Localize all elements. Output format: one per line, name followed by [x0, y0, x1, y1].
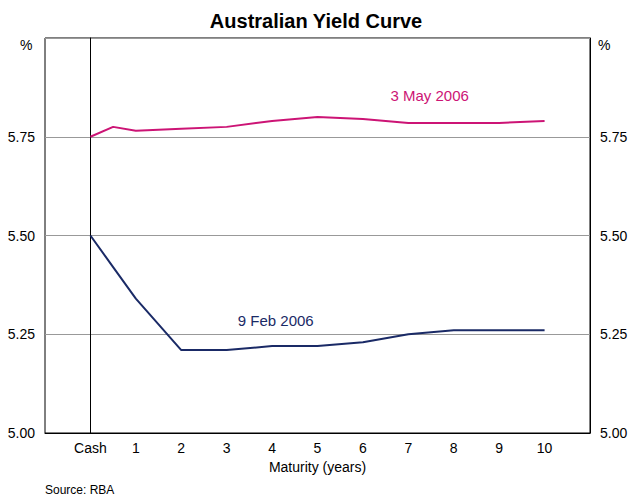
- svg-text:6: 6: [359, 440, 367, 456]
- svg-text:Maturity (years): Maturity (years): [269, 459, 366, 475]
- svg-text:4: 4: [268, 440, 276, 456]
- svg-text:5.25: 5.25: [8, 326, 35, 342]
- svg-text:5.00: 5.00: [8, 425, 35, 441]
- svg-text:3 May 2006: 3 May 2006: [390, 87, 468, 104]
- svg-text:5: 5: [314, 440, 322, 456]
- svg-text:2: 2: [177, 440, 185, 456]
- svg-text:%: %: [20, 37, 32, 53]
- svg-text:Source: RBA: Source: RBA: [45, 483, 114, 497]
- svg-text:%: %: [598, 37, 610, 53]
- svg-text:5.25: 5.25: [600, 326, 627, 342]
- svg-text:9: 9: [495, 440, 503, 456]
- svg-text:10: 10: [537, 440, 553, 456]
- svg-text:5.50: 5.50: [8, 228, 35, 244]
- svg-text:7: 7: [404, 440, 412, 456]
- svg-text:8: 8: [450, 440, 458, 456]
- svg-text:1: 1: [132, 440, 140, 456]
- svg-text:3: 3: [223, 440, 231, 456]
- svg-text:Cash: Cash: [74, 440, 107, 456]
- svg-text:9 Feb 2006: 9 Feb 2006: [238, 312, 314, 329]
- svg-text:Australian Yield Curve: Australian Yield Curve: [210, 10, 422, 32]
- svg-text:5.00: 5.00: [600, 425, 627, 441]
- svg-text:5.75: 5.75: [600, 129, 627, 145]
- svg-text:5.50: 5.50: [600, 228, 627, 244]
- svg-text:5.75: 5.75: [8, 129, 35, 145]
